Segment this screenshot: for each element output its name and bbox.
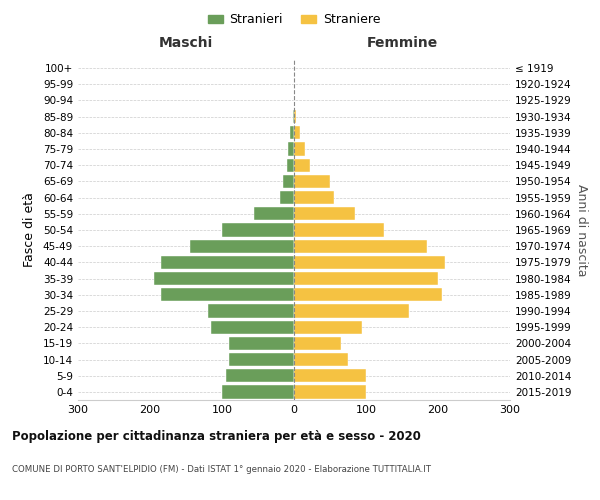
Bar — [294, 336, 341, 350]
Bar — [190, 240, 294, 253]
Bar — [294, 110, 296, 124]
Bar — [294, 224, 384, 236]
Bar — [294, 369, 366, 382]
Text: Popolazione per cittadinanza straniera per età e sesso - 2020: Popolazione per cittadinanza straniera p… — [12, 430, 421, 443]
Bar — [294, 304, 409, 318]
Text: Maschi: Maschi — [159, 36, 213, 51]
Bar — [288, 142, 294, 156]
Bar — [280, 191, 294, 204]
Bar — [294, 272, 438, 285]
Bar — [294, 175, 330, 188]
Text: COMUNE DI PORTO SANT'ELPIDIO (FM) - Dati ISTAT 1° gennaio 2020 - Elaborazione TU: COMUNE DI PORTO SANT'ELPIDIO (FM) - Dati… — [12, 465, 431, 474]
Bar — [208, 304, 294, 318]
Bar — [287, 158, 294, 172]
Bar — [229, 336, 294, 350]
Legend: Stranieri, Straniere: Stranieri, Straniere — [203, 8, 385, 32]
Bar — [222, 386, 294, 398]
Text: Femmine: Femmine — [367, 36, 437, 51]
Bar — [294, 320, 362, 334]
Bar — [226, 369, 294, 382]
Bar — [290, 126, 294, 140]
Bar — [294, 191, 334, 204]
Bar — [154, 272, 294, 285]
Bar — [211, 320, 294, 334]
Bar — [294, 288, 442, 302]
Bar — [294, 240, 427, 253]
Bar — [254, 207, 294, 220]
Bar — [294, 353, 348, 366]
Y-axis label: Fasce di età: Fasce di età — [23, 192, 36, 268]
Bar — [294, 126, 300, 140]
Bar — [294, 158, 310, 172]
Bar — [229, 353, 294, 366]
Bar — [283, 175, 294, 188]
Bar — [294, 386, 366, 398]
Bar — [161, 256, 294, 269]
Bar — [161, 288, 294, 302]
Bar — [222, 224, 294, 236]
Bar — [293, 110, 294, 124]
Bar — [294, 256, 445, 269]
Y-axis label: Anni di nascita: Anni di nascita — [575, 184, 588, 276]
Bar — [294, 142, 305, 156]
Bar — [294, 207, 355, 220]
